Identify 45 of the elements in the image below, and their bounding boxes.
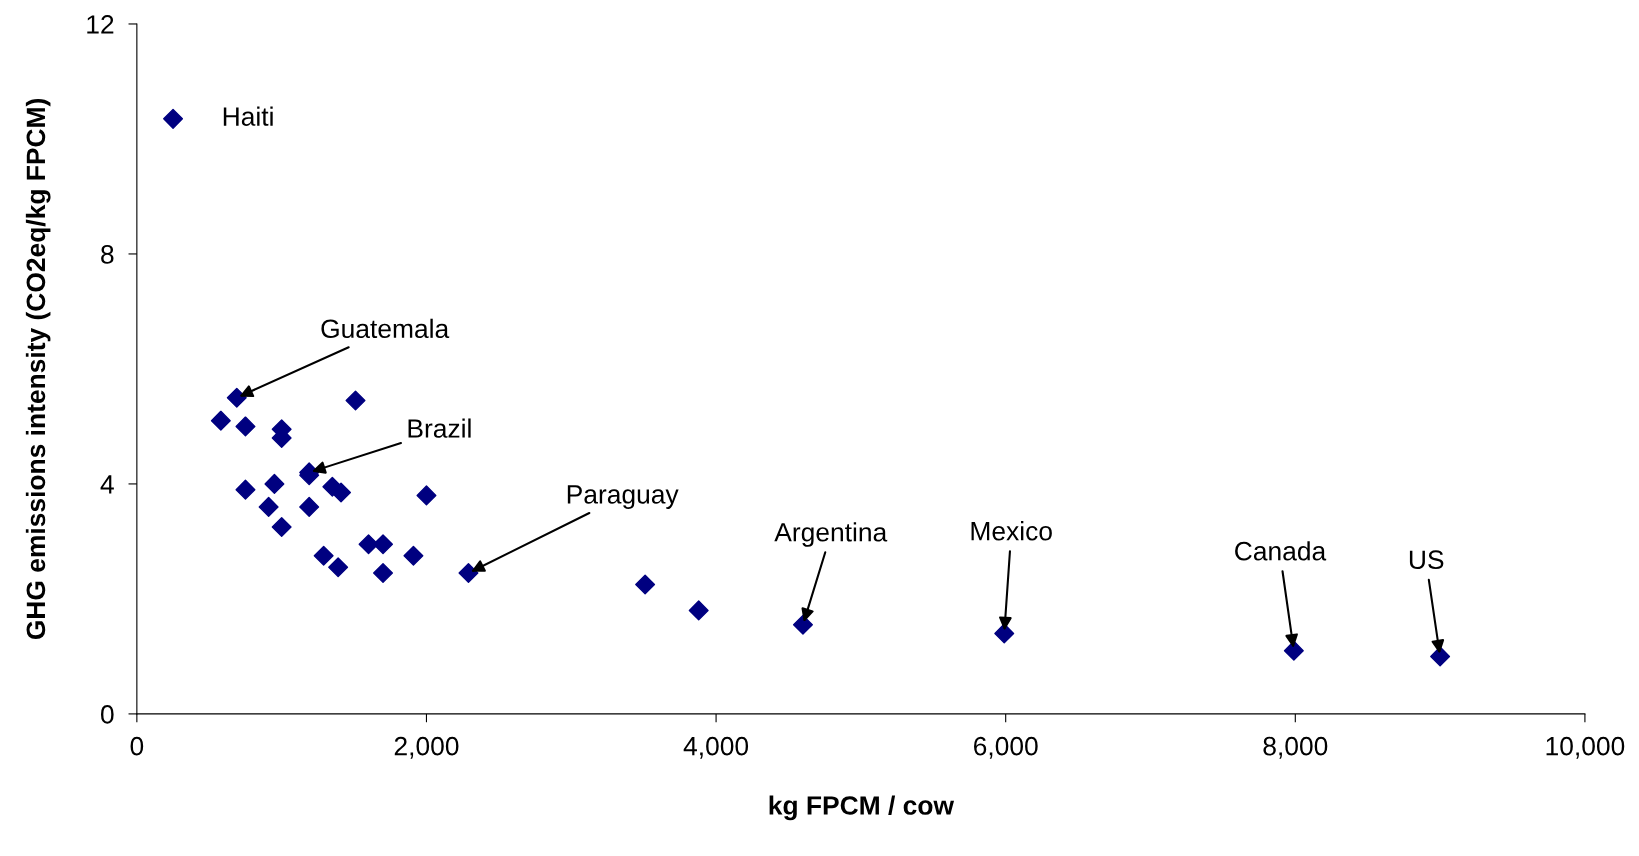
point [328,557,349,578]
annotation: Guatemala [321,318,450,339]
annotation: Canada [1235,541,1327,561]
point [226,387,247,408]
y-tick-label: 4 [100,475,114,494]
x-tick-label: 2,000 [394,736,459,759]
point [792,614,813,635]
point [235,416,256,437]
x-axis-title: kg FPCM / cow [769,795,955,821]
point [1430,646,1451,667]
y-tick-label: 12 [87,15,114,34]
point [264,473,285,494]
x-tick-label: 4,000 [683,736,749,759]
point [345,390,366,411]
point [373,534,394,555]
y-tick-label: 0 [100,705,114,724]
point [994,623,1015,644]
annotation: US [1409,550,1444,570]
annotation: Argentina [774,522,888,547]
point [258,496,279,517]
point [635,574,656,595]
point [373,563,394,584]
point [163,108,184,129]
y-axis-title: GHG emissions intensity (CO2eq/kg FPCM) [25,98,51,640]
annotation: Mexico [971,521,1052,541]
point [688,600,709,621]
point [299,496,320,517]
point [210,410,231,431]
point [331,482,352,503]
point [271,517,292,538]
point [416,485,437,506]
y-tick-label: 8 [101,245,114,264]
point [1283,640,1304,661]
annotation: Brazil [408,418,471,438]
x-tick-label: 10,000 [1546,736,1625,759]
x-tick-label: 8,000 [1263,736,1328,759]
x-tick-label: 6,000 [974,736,1038,759]
point [313,545,334,566]
x-tick-label: 0 [130,736,144,756]
point [235,479,256,500]
point [403,545,424,566]
point [358,534,379,555]
annotation: Paraguay [567,485,679,509]
annotation: Haiti [223,106,273,126]
point [458,563,479,584]
